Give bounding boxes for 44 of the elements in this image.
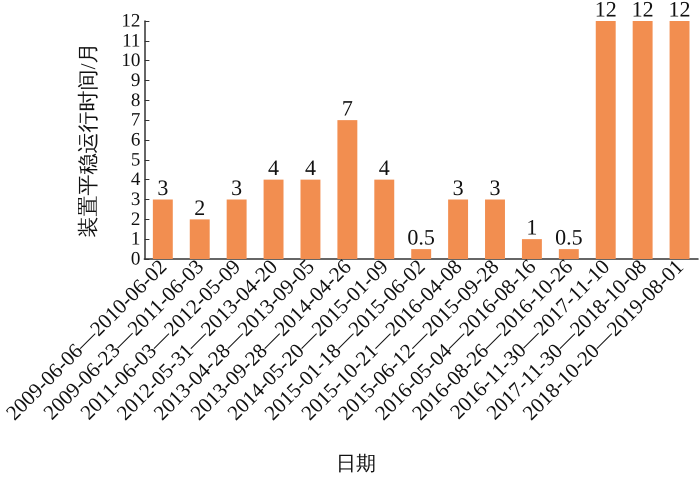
- y-tick-label: 1: [130, 228, 140, 250]
- y-tick-label: 3: [130, 189, 140, 210]
- bar: [190, 219, 210, 259]
- data-label: 4: [378, 155, 390, 180]
- bar: [670, 21, 690, 259]
- y-tick-label: 7: [130, 110, 140, 131]
- bar: [522, 239, 542, 259]
- bar: [337, 120, 358, 259]
- data-label: 2: [194, 194, 206, 220]
- y-tick-label: 12: [121, 10, 140, 32]
- data-label: 0.5: [555, 224, 583, 250]
- data-label: 4: [268, 155, 280, 180]
- y-tick-label: 11: [122, 30, 140, 52]
- bar: [596, 21, 616, 259]
- data-label: 3: [157, 175, 168, 200]
- bar: [558, 249, 579, 259]
- bar: [485, 200, 505, 259]
- bar: [152, 200, 173, 259]
- y-tick-label: 10: [121, 50, 140, 72]
- bar: [264, 180, 284, 259]
- data-label: 0.5: [407, 224, 435, 250]
- data-label: 7: [342, 96, 353, 121]
- bar: [226, 200, 247, 259]
- bar: [300, 180, 320, 259]
- bar: [411, 249, 432, 259]
- data-label: 3: [490, 175, 500, 200]
- y-tick-label: 9: [130, 70, 140, 91]
- y-tick-label: 6: [130, 130, 140, 150]
- y-tick-label: 4: [130, 169, 141, 190]
- data-label: 12: [632, 0, 654, 22]
- bar: [448, 200, 468, 259]
- y-tick-label: 5: [130, 149, 140, 170]
- data-label: 1: [526, 214, 538, 240]
- y-tick-label: 2: [130, 208, 140, 230]
- data-label: 3: [452, 175, 464, 200]
- data-label: 3: [231, 175, 242, 200]
- bar: [374, 180, 394, 259]
- data-label: 12: [668, 0, 691, 22]
- y-tick-label: 8: [130, 90, 140, 111]
- y-axis-title: 装置平稳运行时间/月: [76, 42, 100, 238]
- data-label: 4: [304, 155, 316, 180]
- data-label: 12: [594, 0, 617, 22]
- x-axis-title: 日期: [336, 453, 376, 475]
- bar: [632, 21, 653, 259]
